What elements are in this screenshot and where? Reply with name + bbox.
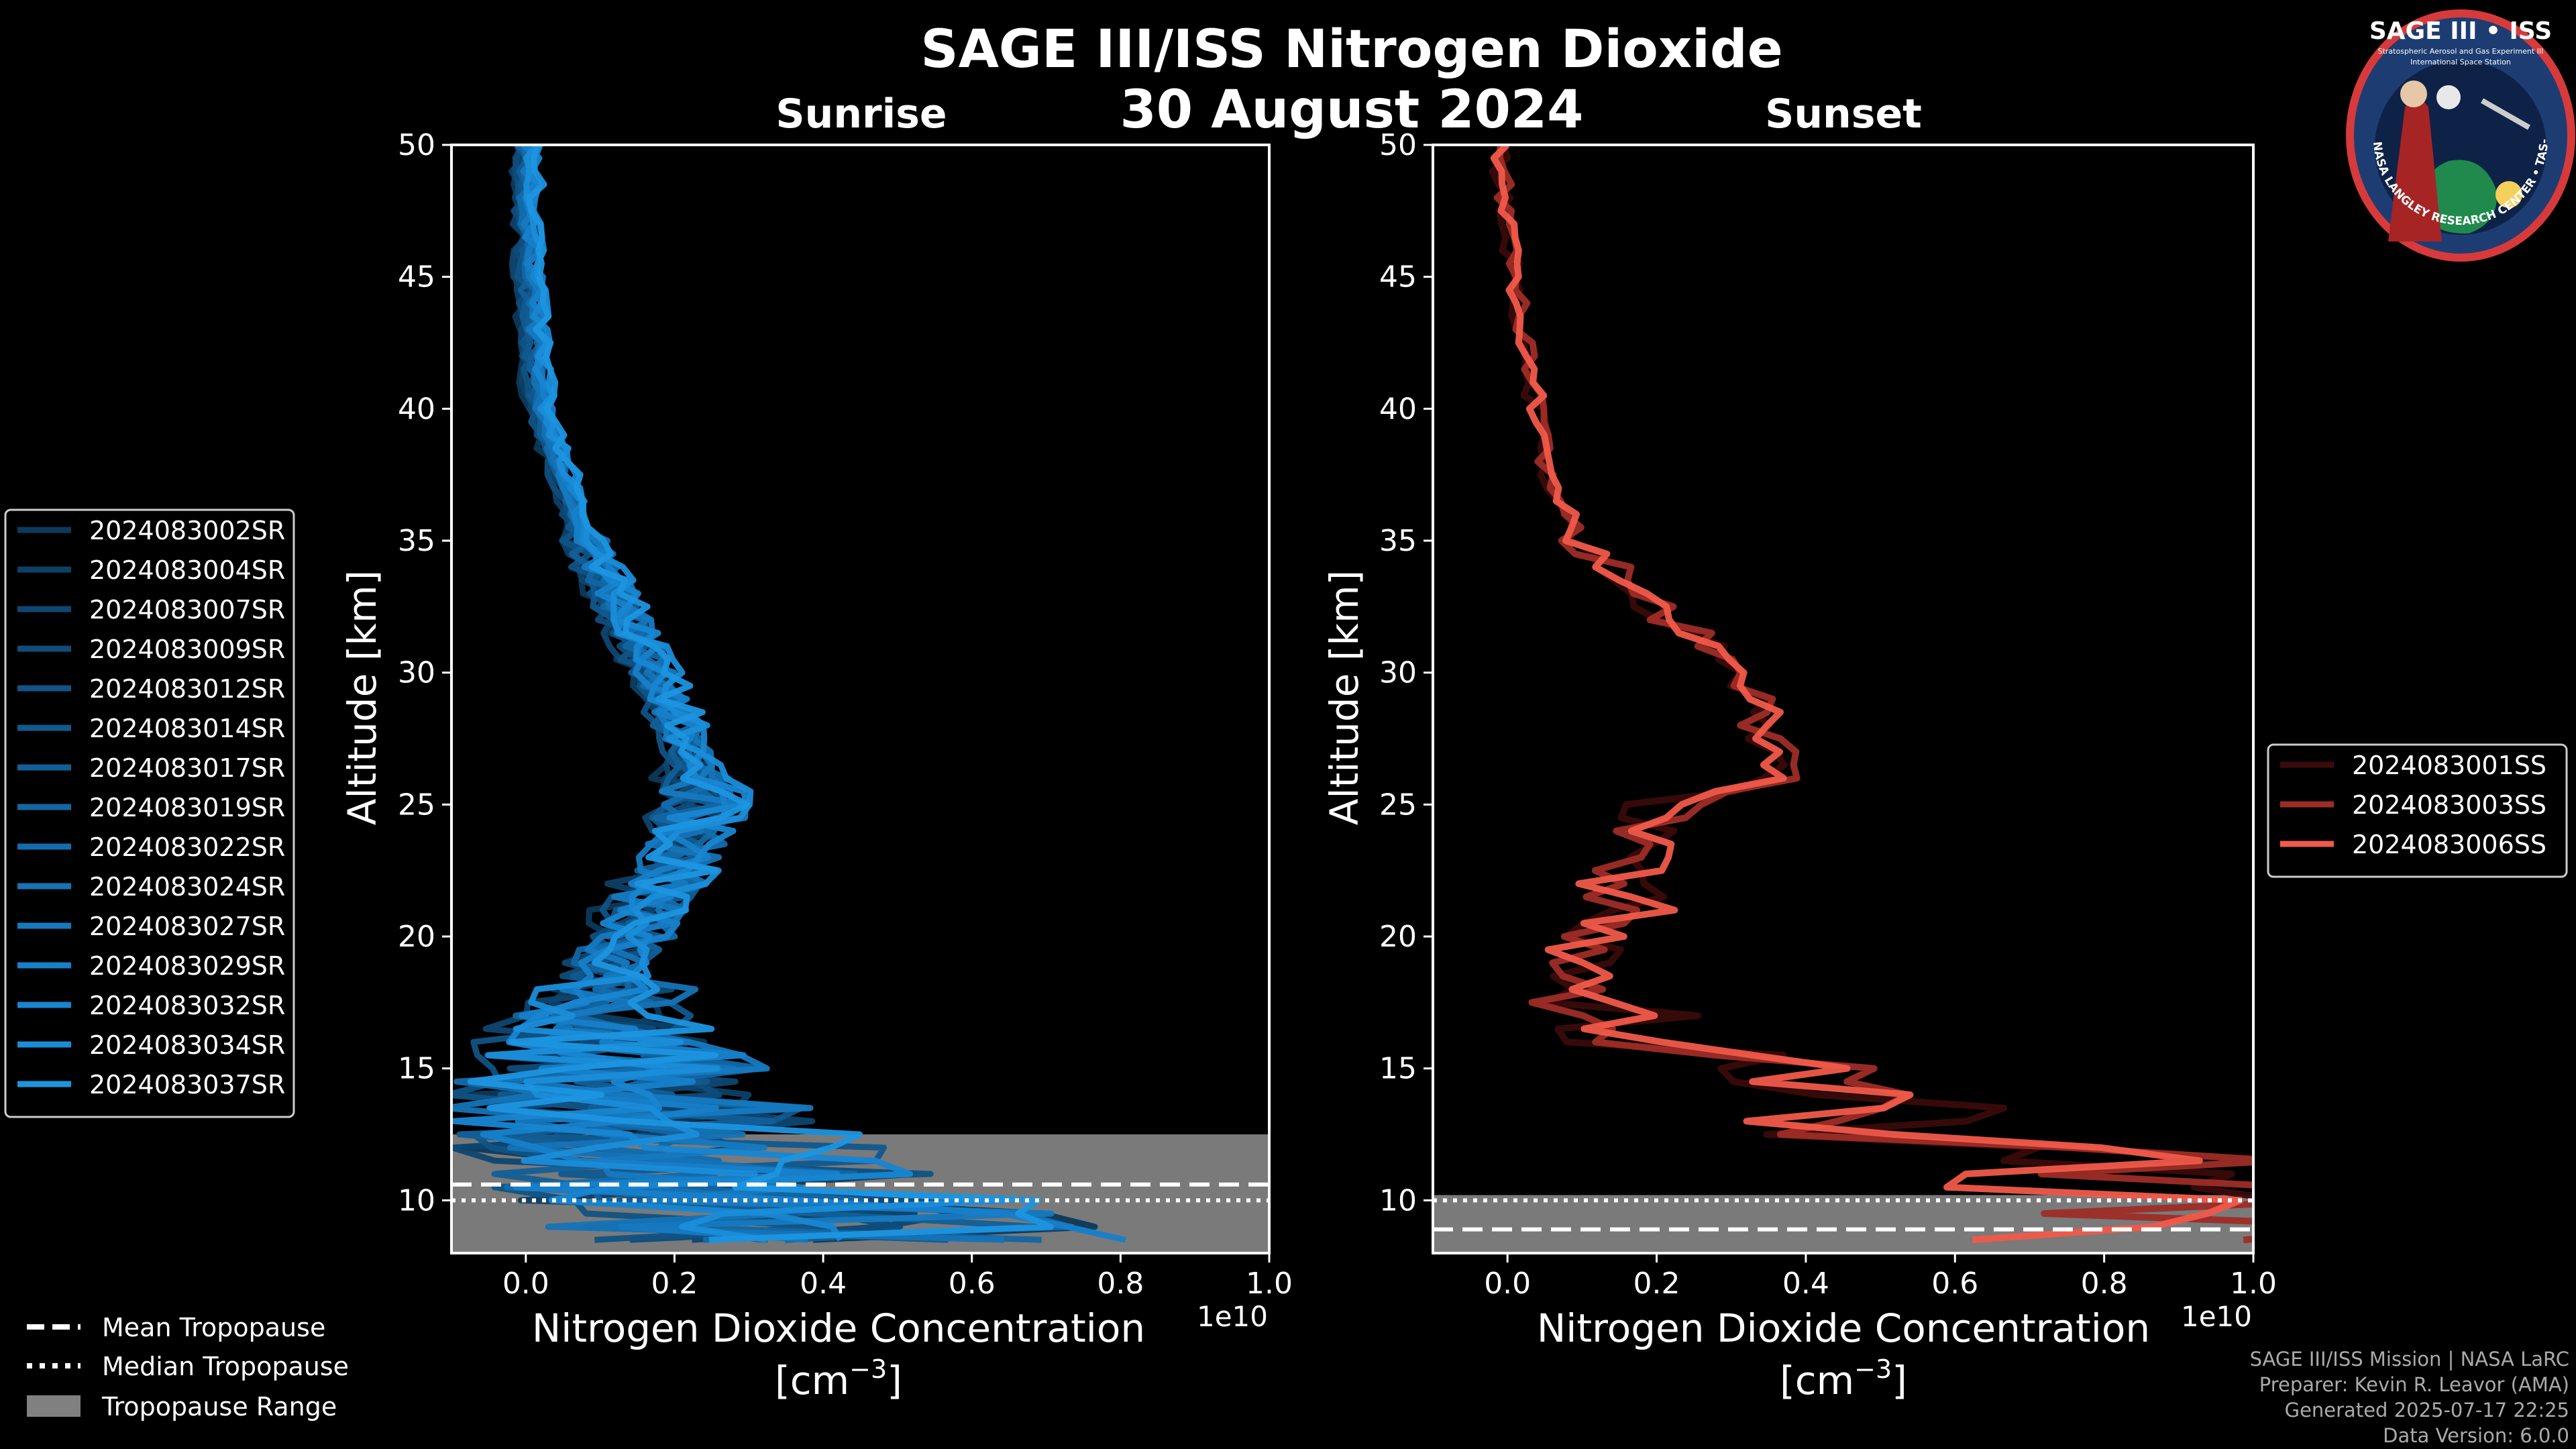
sunset-offset-label: 1e10 xyxy=(2181,1300,2252,1333)
sunrise-legend-label: 2024083007SR xyxy=(89,595,285,625)
sunset-ytick-label: 30 xyxy=(1379,656,1417,690)
sunrise-clipped-content xyxy=(451,145,1269,1253)
sunrise-profile-line xyxy=(451,145,914,1242)
sunrise-ylabel: Altitude [km] xyxy=(339,570,385,825)
logo-earth-icon xyxy=(2422,160,2497,234)
credit-preparer: Preparer: Kevin R. Leavor (AMA) xyxy=(2259,1373,2569,1396)
sunset-ytick-label: 50 xyxy=(1379,128,1417,162)
sunrise-panel: Sunrise Altitude [km] Nitrogen Dioxide C… xyxy=(339,91,1268,1403)
sunrise-legend-label: 2024083004SR xyxy=(89,555,285,585)
logo-subtitle: Stratospheric Aerosol and Gas Experiment… xyxy=(2378,47,2544,56)
sunset-ytick-label: 35 xyxy=(1379,524,1417,558)
sunrise-legend-label: 2024083012SR xyxy=(89,674,285,704)
sunset-ytick-label: 10 xyxy=(1379,1183,1417,1218)
sunset-ytick-label: 25 xyxy=(1379,788,1417,822)
sunset-ytick-label: 15 xyxy=(1379,1052,1417,1086)
sunrise-legend-label: 2024083034SR xyxy=(89,1030,285,1060)
sunrise-ytick-label: 15 xyxy=(398,1052,435,1086)
tropopause-legend: Mean Tropopause Median Tropopause Tropop… xyxy=(27,1313,349,1421)
legend-median-label: Median Tropopause xyxy=(102,1352,349,1381)
sunrise-xlabel: Nitrogen Dioxide Concentration xyxy=(532,1305,1145,1351)
sunset-subtitle: Sunset xyxy=(1765,91,1922,138)
sunset-legend-label: 2024083006SS xyxy=(2352,830,2546,859)
logo-figure-head-icon xyxy=(2400,80,2427,107)
credit-generated: Generated 2025-07-17 22:25 xyxy=(2285,1399,2569,1421)
sunset-legend-label: 2024083001SS xyxy=(2352,751,2546,780)
dynamic-layers: 10 15 20 25 30 35 40 45 50 0.0 0.2 0.4 0.6 0.8 1.0 2024… xyxy=(4,128,2568,1301)
sunrise-profile-line xyxy=(467,145,1054,1243)
sunrise-legend-label: 2024083029SR xyxy=(89,951,285,981)
logo-title: SAGE III • ISS xyxy=(2369,17,2552,45)
sunset-xlabel: Nitrogen Dioxide Concentration xyxy=(1537,1305,2150,1351)
sunset-tropopause-range xyxy=(1433,1195,2253,1253)
sunrise-legend-label: 2024083014SR xyxy=(89,714,285,743)
sunset-plot-area: 10 15 20 25 30 35 40 45 50 0.0 0.2 0.4 0.6 0.8 1.0 xyxy=(1379,128,2277,1301)
sunset-legend-frame xyxy=(2267,743,2568,878)
sunrise-ytick-label: 30 xyxy=(398,656,435,690)
sunrise-legend-label: 2024083032SR xyxy=(89,991,285,1020)
sunrise-ytick-label: 45 xyxy=(398,260,435,294)
sunset-ylabel: Altitude [km] xyxy=(1322,570,1367,825)
legend-mean-label: Mean Tropopause xyxy=(102,1313,325,1342)
sunrise-offset-label: 1e10 xyxy=(1197,1300,1268,1333)
sunrise-legend-label: 2024083009SR xyxy=(89,635,285,664)
sunrise-legend-label: 2024083024SR xyxy=(89,872,285,902)
sunrise-xtick-label: 0.8 xyxy=(1097,1267,1144,1301)
sunset-clipped-content xyxy=(1433,145,2253,1253)
sunrise-ytick-label: 20 xyxy=(398,920,435,954)
logo-figure-icon xyxy=(2388,97,2442,241)
sunrise-legend: 2024083002SR 2024083004SR 2024083007SR 2024… xyxy=(4,508,295,1118)
sunrise-legend-label: 2024083002SR xyxy=(89,516,285,545)
figure-title: SAGE III/ISS Nitrogen Dioxide xyxy=(920,19,1782,80)
sunrise-xunit: [cm−3] xyxy=(775,1354,902,1403)
sunrise-ytick-label: 10 xyxy=(398,1183,435,1218)
sunrise-ytick-label: 50 xyxy=(398,128,435,162)
sunset-profile-line xyxy=(1493,145,2253,1244)
sunrise-xtick-label: 0.0 xyxy=(502,1267,549,1301)
sunset-xtick-label: 0.6 xyxy=(1931,1267,1978,1301)
sunrise-ytick-label: 40 xyxy=(398,392,435,426)
credit-data-version: Data Version: 6.0.0 xyxy=(2383,1424,2569,1447)
sunset-xtick-label: 0.0 xyxy=(1484,1267,1531,1301)
sunset-legend-label: 2024083003SS xyxy=(2352,790,2546,820)
sunrise-legend-label: 2024083017SR xyxy=(89,753,285,783)
figure-date: 30 August 2024 xyxy=(1120,80,1584,140)
logo-sun-icon xyxy=(2496,181,2522,208)
sunset-axes-frame xyxy=(1432,144,2255,1254)
sunrise-plot-area: 10 15 20 25 30 35 40 45 50 0.0 0.2 0.4 0.6 0.8 1.0 xyxy=(398,128,1293,1301)
sunrise-xtick-label: 0.4 xyxy=(800,1267,847,1301)
sunrise-legend-label: 2024083027SR xyxy=(89,912,285,941)
sunrise-legend-label: 2024083022SR xyxy=(89,833,285,862)
sunset-ytick-label: 20 xyxy=(1379,920,1417,954)
sunset-xtick-label: 0.2 xyxy=(1633,1267,1680,1301)
sunset-legend: 2024083001SS 2024083003SS 2024083006SS xyxy=(2267,743,2568,878)
logo-station-icon xyxy=(2481,98,2530,130)
credits-block: SAGE III/ISS Mission | NASA LaRC Prepare… xyxy=(2250,1348,2569,1447)
sunset-ytick-label: 40 xyxy=(1379,392,1417,426)
sunrise-ytick-label: 25 xyxy=(398,788,435,822)
sunrise-legend-frame xyxy=(4,508,295,1118)
sunrise-xtick-label: 0.2 xyxy=(651,1267,698,1301)
logo-moon-icon xyxy=(2436,85,2461,109)
sunrise-xtick-label: 1.0 xyxy=(1246,1267,1293,1301)
sunrise-legend-label: 2024083019SR xyxy=(89,793,285,822)
sunset-xtick-label: 0.4 xyxy=(1782,1267,1829,1301)
sunrise-subtitle: Sunrise xyxy=(775,91,947,138)
sunrise-xtick-label: 0.6 xyxy=(949,1267,996,1301)
credit-mission: SAGE III/ISS Mission | NASA LaRC xyxy=(2250,1348,2569,1371)
legend-range-label: Tropopause Range xyxy=(101,1392,337,1421)
sunset-panel: Sunset Altitude [km] Nitrogen Dioxide Co… xyxy=(1322,91,2252,1403)
sunrise-axes-frame xyxy=(450,144,1271,1254)
sunset-xtick-label: 0.8 xyxy=(2081,1267,2128,1301)
sunset-profile-line xyxy=(1490,145,2244,1244)
sunset-ytick-label: 45 xyxy=(1379,260,1417,294)
logo-subtitle-2: International Space Station xyxy=(2410,58,2511,66)
legend-range-swatch xyxy=(27,1395,80,1417)
sunset-xtick-label: 1.0 xyxy=(2230,1267,2277,1301)
sunset-xunit: [cm−3] xyxy=(1780,1354,1907,1403)
sunrise-legend-label: 2024083037SR xyxy=(89,1070,285,1099)
sunrise-ytick-label: 35 xyxy=(398,524,435,558)
